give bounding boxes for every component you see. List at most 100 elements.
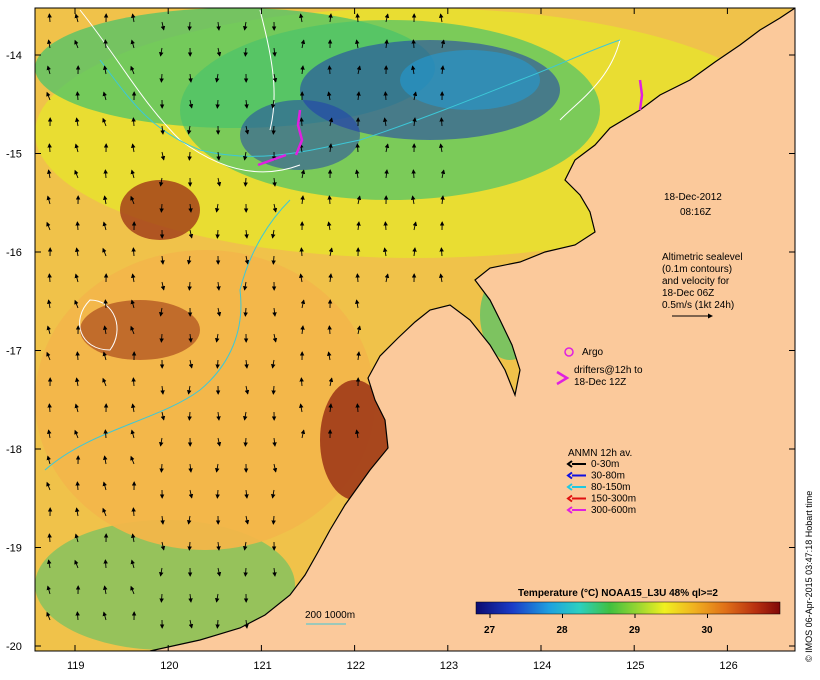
time-label: 08:16Z [680,207,711,218]
velocity-arrow [75,611,80,621]
lon-tick-label: 121 [253,660,271,672]
svg-text:Temperature (°C) NOAA15_L3U 48: Temperature (°C) NOAA15_L3U 48% ql>=2 [518,588,718,599]
velocity-arrow [216,281,221,291]
velocity-arrow [47,143,52,153]
velocity-arrow [131,13,136,23]
velocity-arrow [271,515,276,525]
velocity-arrow [46,91,51,101]
velocity-arrow [355,169,360,179]
velocity-arrow [440,65,445,75]
velocity-arrow [439,143,444,153]
velocity-arrow [188,593,193,603]
velocity-arrow [131,507,136,517]
velocity-arrow [243,567,248,577]
velocity-arrow [188,359,194,369]
velocity-arrow [187,151,192,161]
svg-text:Altimetric sealevel: Altimetric sealevel [662,252,743,263]
velocity-arrow [102,247,107,257]
velocity-arrow [130,585,135,595]
velocity-arrow [384,143,390,153]
velocity-arrow [187,21,192,31]
velocity-arrow [299,273,304,283]
velocity-arrow [187,255,192,265]
velocity-arrow [216,567,222,577]
velocity-arrow [383,247,388,257]
velocity-arrow [243,21,248,31]
velocity-arrow [243,437,248,447]
velocity-arrow [216,411,221,421]
velocity-arrow [355,13,360,23]
velocity-arrow [160,255,165,265]
velocity-arrow [102,351,107,361]
velocity-arrow [328,247,334,257]
velocity-arrow [47,39,52,49]
velocity-arrow [46,611,51,621]
velocity-arrow [355,429,360,439]
velocity-arrow [130,195,135,205]
velocity-arrow [216,47,222,57]
velocity-arrow [216,307,222,317]
coastline [149,8,795,651]
velocity-arrow [160,281,166,291]
velocity-arrow [327,65,332,75]
velocity-arrow [160,125,165,135]
lon-tick-label: 122 [347,660,365,672]
velocity-arrow [159,593,164,603]
velocity-arrow [47,169,52,179]
velocity-arrow [215,99,220,109]
velocity-arrow [355,273,360,283]
velocity-arrow [187,515,192,525]
sst-patch [35,520,295,650]
velocity-arrow [299,117,304,127]
velocity-arrow [47,273,52,283]
lat-tick-label: -19 [6,543,22,555]
lat-tick-label: -17 [6,346,22,358]
velocity-arrow [74,273,79,283]
velocity-arrow [328,13,333,23]
velocity-arrow [299,377,304,387]
velocity-arrow [383,221,388,231]
velocity-arrow [75,377,80,387]
velocity-arrow [272,203,278,213]
velocity-arrow [75,91,80,101]
lon-tick-label: 125 [626,660,644,672]
velocity-arrow [300,325,305,335]
velocity-arrow [327,325,332,335]
velocity-arrow [244,385,250,395]
velocity-arrow [244,255,250,265]
velocity-arrow [102,507,107,517]
velocity-arrow [75,351,80,361]
velocity-arrow [271,385,276,395]
velocity-arrow [131,273,136,283]
velocity-arrow [103,195,108,205]
velocity-arrow [131,533,136,543]
velocity-arrow [188,99,194,109]
velocity-arrow [439,13,444,23]
land-mass [150,8,795,651]
velocity-arrow [356,221,361,231]
lon-tick-label: 120 [160,660,178,672]
velocity-arrow [215,73,220,83]
velocity-arrow [187,411,192,421]
velocity-arrow [411,39,416,49]
velocity-arrow [216,177,222,187]
sst-patch [120,180,200,240]
velocity-arrow [74,299,79,309]
velocity-arrow [188,619,194,629]
velocity-arrow [215,489,220,499]
svg-text:200 1000m: 200 1000m [305,610,355,621]
velocity-arrow [272,73,278,83]
velocity-arrow [272,333,278,343]
velocity-arrow [131,377,136,387]
velocity-arrow [215,333,220,343]
sst-patch [400,50,540,110]
velocity-arrow [356,91,361,101]
drifter-marker-icon [556,370,570,386]
velocity-arrow [47,429,52,439]
velocity-arrow [131,247,136,257]
velocity-arrow [160,151,166,161]
anmn-depth-label: 300-600m [591,505,636,516]
sealevel-contours [79,9,621,351]
velocity-arrow [159,307,164,317]
